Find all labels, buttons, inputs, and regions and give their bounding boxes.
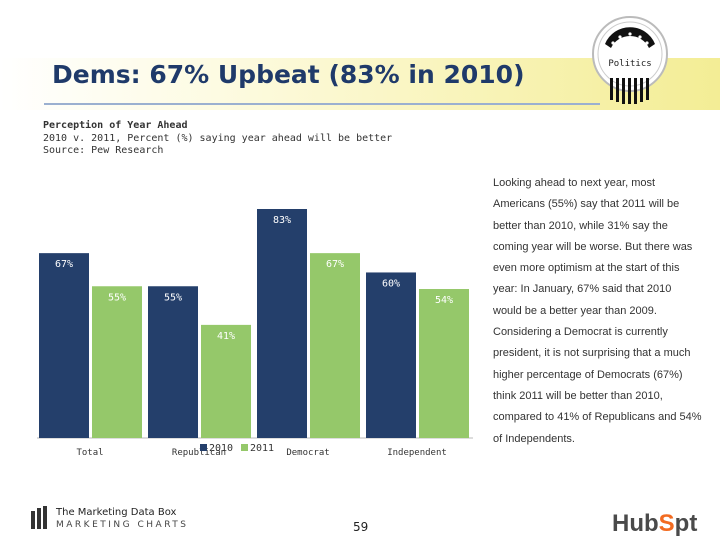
bar-2011-democrat [310,253,360,438]
bar-2011-total [92,286,142,438]
politics-seal-icon: Politics [592,16,668,104]
hubspot-logo-text-left: Hub [612,510,659,537]
data-label-2010-total: 67% [55,259,73,270]
legend-swatch-2010 [200,444,207,451]
data-label-2010-independent: 60% [382,278,400,289]
chart-title: Perception of Year Ahead [43,120,188,131]
slide-title: Dems: 67% Upbeat (83% in 2010) [52,60,525,89]
legend-swatch-2011 [241,444,248,451]
marketing-charts-logo-icon [31,506,47,529]
data-label-2010-republican: 55% [164,292,182,303]
bar-2010-democrat [257,209,307,438]
bar-2010-republican [148,286,198,438]
page-number: 59 [353,520,369,534]
commentary-text: Looking ahead to next year, most America… [493,177,702,445]
x-tick-total: Total [76,448,103,458]
seal-label: Politics [608,59,651,69]
data-label-2011-republican: 41% [217,331,235,342]
data-label-2011-democrat: 67% [326,259,344,270]
chart-subtitle: 2010 v. 2011, Percent (%) saying year ah… [43,132,393,144]
hubspot-sprocket-letter: S [658,510,675,537]
legend-label-2011: 2011 [250,443,274,454]
footer-brand-line2: MARKETING CHARTS [56,520,189,530]
data-label-2011-total: 55% [108,292,126,303]
x-tick-independent: Independent [387,448,447,458]
bar-2010-total [39,253,89,438]
chart-meta: Perception of Year Ahead 2010 v. 2011, P… [43,120,392,158]
chart-source: Source: Pew Research [43,145,164,156]
data-label-2010-democrat: 83% [273,215,291,226]
x-tick-democrat: Democrat [286,448,329,458]
legend-label-2010: 2010 [209,443,233,454]
bar-2010-independent [366,272,416,438]
footer-brand-line1: The Marketing Data Box [56,507,177,518]
data-label-2011-independent: 54% [435,295,453,306]
hubspot-logo-text-right: pt [674,510,698,537]
hubspot-logo: HubSpt [612,510,697,538]
x-tick-republican: Republican [172,448,226,458]
bar-2011-independent [419,289,469,438]
title-underline [44,103,600,105]
bar-2011-republican [201,324,251,438]
